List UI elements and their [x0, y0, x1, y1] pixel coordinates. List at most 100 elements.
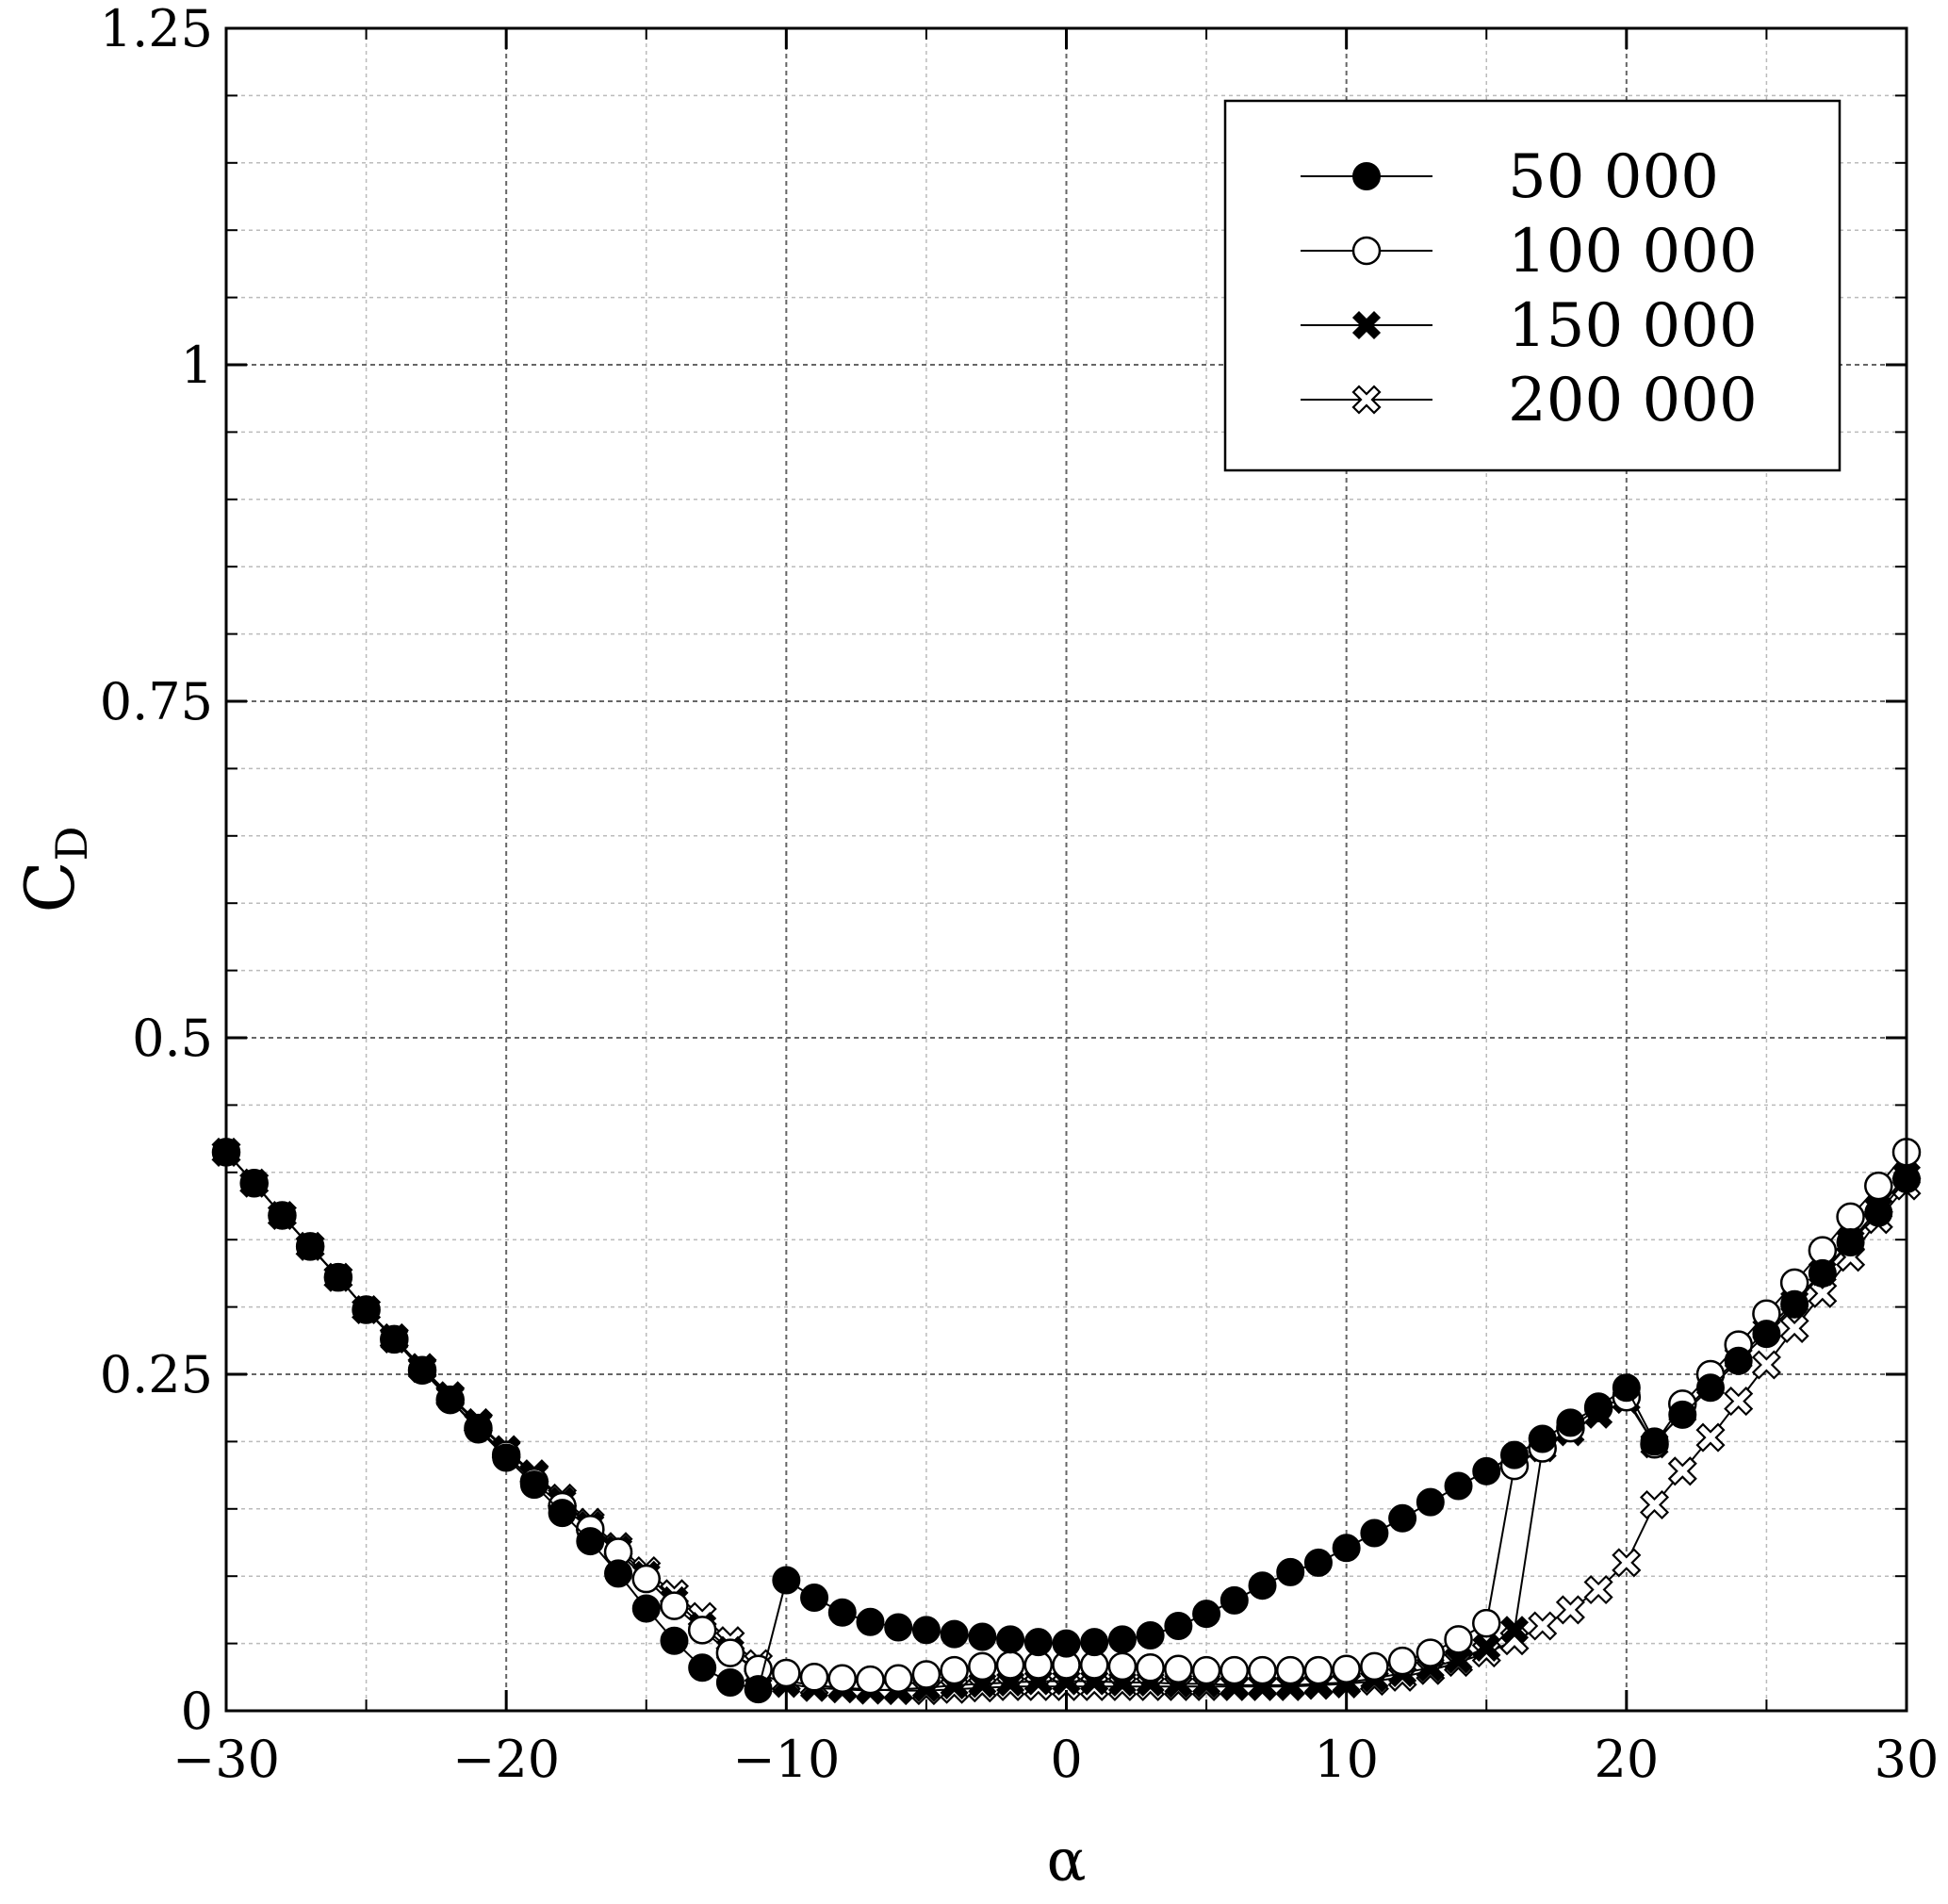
legend-label: 100 000: [1508, 217, 1758, 287]
y-axis-title-subscript: D: [46, 827, 97, 862]
x-tick-label: −10: [732, 1730, 840, 1789]
data-point: [1808, 1278, 1838, 1308]
data-point: [1612, 1373, 1641, 1403]
legend-entry: 150 000: [1301, 291, 1758, 361]
data-point: [1276, 1557, 1305, 1586]
x-tick-label: −30: [172, 1730, 280, 1789]
data-point: [715, 1668, 745, 1698]
data-point: [1388, 1503, 1417, 1533]
data-point: [968, 1651, 997, 1682]
data-point: [1444, 1625, 1473, 1654]
data-point: [435, 1386, 465, 1415]
data-point: [548, 1499, 577, 1528]
data-point: [1667, 1456, 1697, 1486]
data-point: [604, 1559, 633, 1588]
data-point: [1248, 1571, 1277, 1600]
data-point: [1836, 1202, 1865, 1232]
data-point: [1695, 1373, 1725, 1403]
data-point: [1303, 1655, 1334, 1685]
data-point: [1332, 1534, 1361, 1563]
data-point: [1780, 1289, 1809, 1319]
data-point: [1220, 1585, 1249, 1615]
data-point: [660, 1591, 689, 1620]
data-point: [1555, 1595, 1585, 1625]
legend-entry: 200 000: [1301, 366, 1758, 435]
data-point: [1752, 1320, 1781, 1349]
data-point: [1164, 1654, 1193, 1683]
data-point: [827, 1598, 857, 1627]
data-point: [1107, 1651, 1138, 1682]
data-point: [1192, 1600, 1221, 1629]
data-point: [1612, 1548, 1642, 1578]
y-tick-label: 1.25: [100, 0, 213, 58]
data-point: [800, 1584, 829, 1613]
data-point: [464, 1415, 493, 1444]
data-point: [1808, 1258, 1837, 1288]
legend-marker: [1351, 385, 1382, 415]
data-point: [1332, 1654, 1361, 1683]
data-point: [996, 1625, 1025, 1654]
data-point: [1583, 1574, 1613, 1605]
data-point: [1528, 1424, 1557, 1453]
data-point: [1695, 1422, 1726, 1453]
data-point: [1472, 1608, 1501, 1638]
data-point: [1360, 1518, 1389, 1548]
data-point: [1220, 1655, 1250, 1685]
data-point: [1472, 1456, 1501, 1485]
y-tick-label: 0.75: [100, 672, 213, 731]
data-point: [519, 1470, 548, 1500]
data-point: [883, 1664, 913, 1693]
data-point: [1080, 1628, 1109, 1657]
data-point: [1191, 1655, 1221, 1685]
data-point: [352, 1295, 381, 1324]
data-point: [911, 1660, 941, 1689]
legend-marker: [1351, 310, 1382, 340]
x-tick-label: 30: [1874, 1730, 1940, 1789]
y-axis-title-main: C: [10, 861, 90, 912]
data-point: [323, 1263, 352, 1292]
data-point: [239, 1169, 269, 1198]
data-point: [1528, 1611, 1558, 1641]
data-point: [687, 1616, 717, 1645]
data-point: [856, 1665, 885, 1695]
data-point: [576, 1527, 605, 1556]
data-point: [884, 1613, 913, 1642]
legend-marker: [1352, 162, 1381, 190]
data-point: [1724, 1346, 1753, 1375]
data-point: [660, 1626, 689, 1655]
data-point: [1864, 1171, 1893, 1201]
data-point: [772, 1658, 801, 1688]
data-point: [1444, 1471, 1473, 1501]
data-point: [1499, 1440, 1529, 1469]
y-tick-label: 0: [181, 1682, 213, 1741]
y-tick-label: 0.5: [132, 1009, 213, 1068]
data-point: [631, 1564, 661, 1594]
data-point: [1668, 1400, 1697, 1429]
data-point: [688, 1653, 717, 1682]
data-point: [911, 1616, 941, 1645]
legend-entry: 50 000: [1301, 142, 1719, 212]
legend-marker: [1351, 236, 1382, 266]
data-point: [940, 1655, 969, 1685]
y-tick-label: 0.25: [100, 1345, 213, 1404]
data-point: [744, 1675, 773, 1704]
legend-label: 200 000: [1508, 366, 1758, 435]
legend-box: [1223, 99, 1842, 472]
data-point: [1584, 1392, 1613, 1421]
svg-text:CD: CD: [10, 827, 97, 913]
data-point: [1556, 1408, 1585, 1437]
data-point: [995, 1650, 1025, 1680]
data-point: [268, 1201, 297, 1230]
data-series: [211, 1137, 1922, 1706]
data-point: [1023, 1628, 1053, 1657]
data-point: [1836, 1228, 1865, 1257]
data-point: [631, 1594, 661, 1623]
x-axis-title: α: [1047, 1826, 1087, 1895]
data-point: [1136, 1653, 1165, 1682]
axis-ticks: −30 −20 −10 0 10 20 30 0 0.25 0.5 0.75 1 1.25: [100, 0, 1940, 1789]
data-point: [1724, 1387, 1754, 1417]
data-point: [1387, 1646, 1417, 1676]
data-point: [1499, 1616, 1530, 1645]
data-point: [827, 1664, 858, 1693]
